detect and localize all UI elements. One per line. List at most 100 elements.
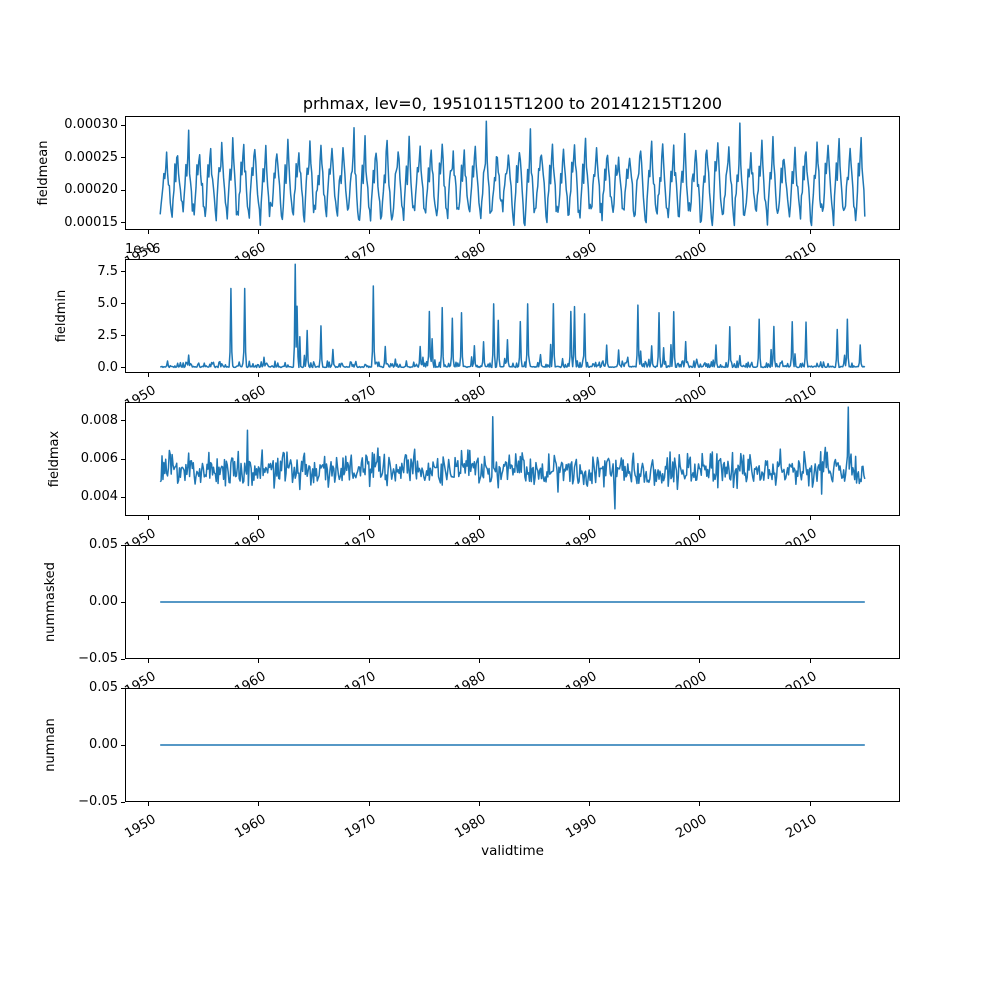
axes-box [125,259,900,373]
x-tick-label: 1980 [452,240,489,270]
x-tick-label: 2000 [673,526,710,556]
y-tick [121,544,125,546]
x-tick-label: 1970 [342,669,379,699]
axes-box [125,402,900,516]
series-line-numnan [160,744,865,746]
y-tick-label: 0.00020 [64,182,118,198]
x-tick-label: 1950 [122,812,159,842]
x-tick-label: 2010 [783,526,820,556]
y-axis-label: fieldmean [36,140,51,206]
x-tick-label: 1990 [563,240,600,270]
y-tick [121,658,125,660]
x-tick-label: 1950 [122,669,159,699]
y-axis-label: numnan [43,718,58,772]
x-tick-label: 1950 [122,526,159,556]
x-tick [699,230,701,234]
x-tick-label: 2000 [673,383,710,413]
y-tick-label: 0.05 [89,537,118,552]
x-tick-label: 2000 [673,669,710,699]
x-tick [368,516,370,520]
x-tick [258,516,260,520]
x-tick [809,373,811,377]
y-tick-label: 0.00 [89,737,118,752]
x-tick-label: 1980 [452,812,489,842]
y-axis-label: fieldmax [47,430,62,488]
x-tick [368,802,370,806]
x-tick [809,516,811,520]
x-tick [699,659,701,663]
x-tick [589,230,591,234]
x-axis-title: validtime [481,843,544,859]
y-axis-offset-text: 1e−6 [125,242,161,257]
y-tick [121,271,125,273]
x-tick [478,373,480,377]
x-tick-label: 1960 [232,240,269,270]
x-tick-label: 2010 [783,669,820,699]
y-tick [121,801,125,803]
x-tick [699,516,701,520]
y-tick-label: 0.006 [80,451,118,466]
x-tick-label: 1970 [342,240,379,270]
x-tick [258,802,260,806]
x-tick-label: 1990 [563,526,600,556]
x-tick [478,230,480,234]
x-tick-label: 1950 [122,240,159,270]
x-tick-label: 1970 [342,526,379,556]
y-tick [121,303,125,305]
y-tick [121,496,125,498]
x-tick [809,230,811,234]
y-tick [121,367,125,369]
x-tick-label: 1970 [342,383,379,413]
x-tick-label: 2000 [673,240,710,270]
y-tick [121,189,125,191]
y-tick [121,222,125,224]
x-tick-label: 2010 [783,812,820,842]
x-tick [368,659,370,663]
x-tick-label: 2010 [783,383,820,413]
x-tick [589,516,591,520]
axes-box [125,688,900,802]
y-tick-label: 5.0 [97,295,118,311]
x-tick-label: 1990 [563,812,600,842]
y-tick-label: 0.00015 [64,214,118,230]
axes-box [125,545,900,659]
y-tick-label: 0.00025 [64,149,118,165]
x-tick [148,373,150,377]
y-tick [121,458,125,460]
series-line-fieldmin [160,263,866,369]
x-tick [258,373,260,377]
figure-title: prhmax, lev=0, 19510115T1200 to 20141215… [302,94,723,113]
polyline-fieldmin [160,263,866,369]
axes-box [125,116,900,230]
x-tick-label: 1960 [232,383,269,413]
y-tick-label: 0.0 [97,359,118,375]
series-line-nummasked [160,601,865,603]
x-tick [478,802,480,806]
x-tick [589,802,591,806]
x-tick [148,516,150,520]
y-axis-label: nummasked [43,562,58,642]
x-tick [478,516,480,520]
x-tick-label: 1970 [342,812,379,842]
x-tick [809,802,811,806]
x-tick [699,802,701,806]
polyline-fieldmax [159,406,866,510]
x-tick [148,802,150,806]
x-tick-label: 1960 [232,812,269,842]
y-tick-label: 0.00030 [64,117,118,133]
series-line-fieldmean [159,120,866,227]
y-tick-label: 0.004 [80,489,118,505]
x-tick [589,659,591,663]
x-tick [699,373,701,377]
x-tick [809,659,811,663]
y-tick-label: 2.5 [97,327,118,343]
x-tick-label: 1960 [232,669,269,699]
y-tick [121,744,125,746]
x-tick [589,373,591,377]
series-line-fieldmax [159,406,866,510]
x-tick-label: 1980 [452,669,489,699]
y-tick-label: −0.05 [78,651,118,666]
x-tick-label: 2010 [783,240,820,270]
y-tick-label: 0.008 [80,412,118,428]
